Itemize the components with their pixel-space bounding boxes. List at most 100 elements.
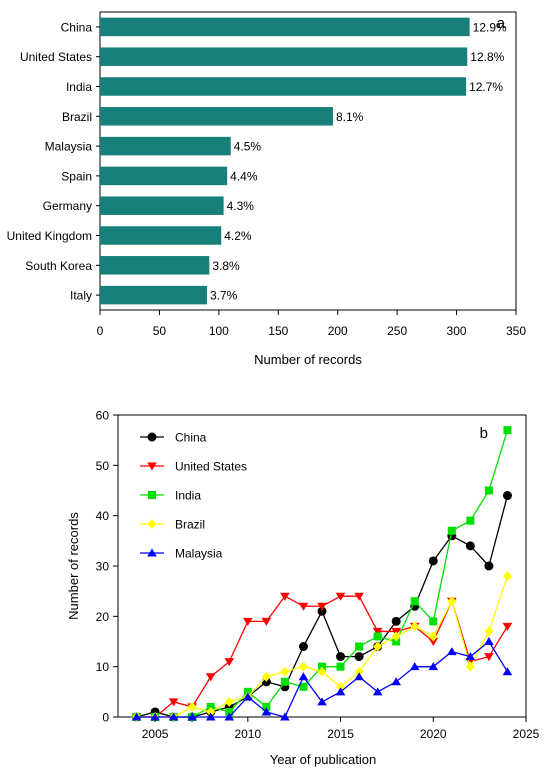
y-axis-ticks-b: 0 10 20 30 40 50 60 [96,409,118,725]
category-labels-a: China United States India Brazil Malaysia Spa… [7,20,100,303]
data-point [261,671,271,682]
series-malaysia [131,637,513,721]
data-point [224,696,234,707]
data-label: 4.3% [227,199,255,213]
data-point [168,698,179,707]
legend-item: India [140,489,201,503]
y-tick-label: 60 [96,409,110,423]
data-point [131,712,142,721]
series-brazil [132,571,512,722]
data-point [391,631,401,642]
data-point [484,626,494,637]
data-point [150,712,160,721]
data-label: 4.4% [230,169,258,183]
legend-item: Brazil [140,518,205,532]
data-point [317,697,327,706]
legend-item: Malaysia [140,547,223,561]
y-tick-label: 20 [96,610,110,624]
x-axis-title-a: Number of records [254,352,362,367]
panel-label-b: b [480,425,488,442]
data-point [298,672,309,681]
y-tick-label: 0 [102,711,109,725]
data-point [447,526,456,535]
category-label: United States [20,50,92,64]
data-point [280,666,290,677]
data-point [502,622,513,631]
data-point [336,662,345,671]
legend-label: Malaysia [175,547,223,561]
data-point [503,426,512,435]
data-point [224,712,235,721]
bar [100,107,333,126]
data-point [280,712,290,721]
data-label: 3.7% [210,289,238,303]
data-point [335,592,346,601]
data-point [317,602,327,611]
data-point [261,707,272,716]
x-tick-label: 250 [387,324,407,338]
y-tick-label: 40 [96,509,110,523]
data-point [147,548,157,557]
x-tick-label: 0 [97,324,104,338]
series-lines-b [131,426,513,722]
data-point [410,597,419,606]
bar [100,256,210,275]
category-label: China [61,20,93,34]
data-point [206,706,216,717]
data-point [317,666,327,677]
data-point [243,617,253,626]
data-point [262,702,271,711]
data-point [484,637,494,645]
data-point [298,661,308,672]
x-axis-title-b: Year of publication [270,752,377,767]
y-axis-title-b: Number of records [66,512,81,620]
data-point [447,596,457,607]
x-tick-label: 2005 [142,727,169,741]
legend-item: United States [140,460,247,474]
data-point [447,647,457,656]
data-point [205,673,216,682]
legend-label: United States [175,460,247,474]
bar [100,166,228,186]
bar [100,47,468,66]
data-point [428,556,438,566]
bars-a [100,17,470,305]
data-point [428,662,439,671]
legend-label: Brazil [175,518,205,532]
x-tick-label: 2015 [327,727,354,741]
data-point [465,652,476,661]
data-point [465,661,475,672]
category-label: Malaysia [45,140,93,154]
x-tick-label: 300 [447,324,467,338]
data-point [335,687,346,696]
data-point [298,642,308,652]
x-tick-label: 200 [328,324,348,338]
data-point [318,662,326,671]
data-point [502,667,513,676]
legend-item: China [140,431,207,445]
data-point [466,516,475,525]
data-point [354,592,364,601]
x-tick-label: 150 [268,324,288,338]
category-label: Spain [61,169,92,183]
bar [100,285,207,305]
y-tick-label: 50 [96,459,110,473]
data-point [280,677,289,686]
data-point [147,519,157,529]
data-point [243,692,253,701]
data-point [206,702,215,711]
data-point [224,658,235,667]
panel-label-a: a [497,15,506,32]
data-point [484,561,494,571]
category-label: Germany [43,199,92,213]
data-point [372,627,383,636]
data-point [336,652,346,662]
data-point [372,687,383,696]
x-tick-label: 2025 [513,727,540,741]
data-label: 4.5% [234,140,262,154]
data-point [428,638,439,646]
data-point [354,666,364,677]
data-point [502,491,512,501]
data-point [465,541,475,551]
